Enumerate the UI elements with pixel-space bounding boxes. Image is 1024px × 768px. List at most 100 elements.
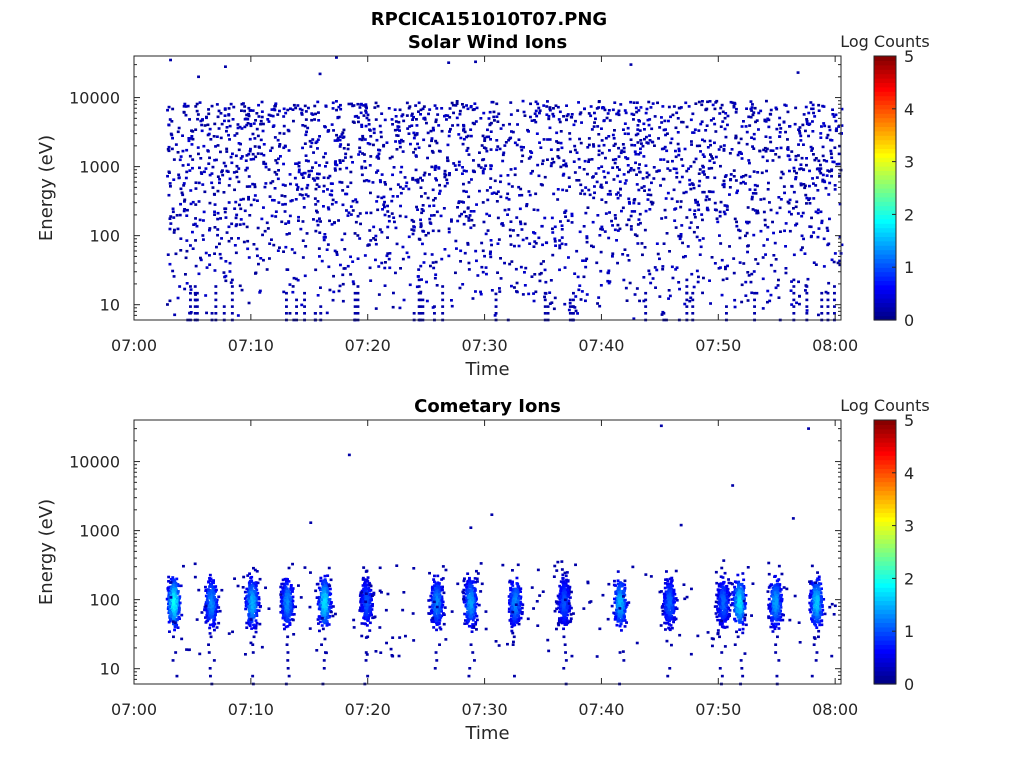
colorbar-segment bbox=[874, 170, 896, 176]
heatmap-cell bbox=[209, 635, 213, 639]
heatmap-cell bbox=[181, 134, 184, 137]
heatmap-cell bbox=[425, 121, 428, 125]
heatmap-cell bbox=[332, 129, 335, 132]
heatmap-cell bbox=[400, 165, 404, 169]
heatmap-cell bbox=[183, 208, 186, 211]
colorbar-segment bbox=[874, 122, 896, 127]
heatmap-cell bbox=[664, 133, 667, 137]
heatmap-cell bbox=[175, 603, 179, 607]
heatmap-cell bbox=[533, 240, 537, 243]
heatmap-cell bbox=[733, 298, 737, 302]
heatmap-cell bbox=[443, 172, 447, 176]
heatmap-cell bbox=[168, 227, 172, 231]
heatmap-cell bbox=[372, 237, 375, 240]
heatmap-cell bbox=[777, 155, 781, 159]
heatmap-cell bbox=[474, 621, 478, 624]
heatmap-cell bbox=[228, 138, 231, 141]
heatmap-cell bbox=[752, 111, 756, 114]
heatmap-cell bbox=[823, 180, 827, 184]
heatmap-cell bbox=[675, 266, 679, 269]
heatmap-cell bbox=[456, 219, 460, 223]
heatmap-cell bbox=[661, 267, 665, 271]
heatmap-cell bbox=[395, 134, 399, 137]
heatmap-cell bbox=[732, 257, 736, 260]
heatmap-cell bbox=[728, 186, 732, 189]
heatmap-cell bbox=[458, 286, 462, 290]
heatmap-cell bbox=[636, 124, 640, 127]
heatmap-cell bbox=[559, 220, 562, 223]
heatmap-cell bbox=[796, 71, 800, 74]
heatmap-cell bbox=[534, 290, 538, 294]
x-tick-label: 07:10 bbox=[228, 336, 274, 355]
heatmap-cell bbox=[620, 149, 624, 152]
heatmap-cell bbox=[345, 166, 349, 170]
heatmap-cell bbox=[613, 228, 617, 232]
heatmap-cell bbox=[252, 599, 256, 602]
heatmap-cell bbox=[794, 106, 798, 110]
heatmap-cell bbox=[611, 158, 615, 162]
heatmap-cell bbox=[812, 197, 816, 200]
heatmap-cell bbox=[209, 601, 213, 605]
colorbar-segment bbox=[874, 117, 896, 123]
heatmap-cell bbox=[496, 242, 500, 245]
heatmap-cell bbox=[815, 176, 819, 179]
heatmap-cell bbox=[437, 167, 441, 170]
heatmap-cell bbox=[374, 234, 378, 238]
heatmap-cell bbox=[804, 105, 808, 109]
heatmap-cell bbox=[764, 253, 767, 256]
heatmap-cell bbox=[714, 155, 718, 159]
heatmap-cell bbox=[270, 108, 274, 111]
heatmap-cell bbox=[252, 626, 256, 630]
heatmap-cell bbox=[190, 135, 194, 138]
heatmap-cell bbox=[312, 151, 315, 154]
heatmap-cell bbox=[432, 588, 435, 592]
heatmap-cell bbox=[685, 291, 689, 295]
heatmap-cell bbox=[504, 141, 508, 144]
heatmap-cell bbox=[224, 207, 228, 210]
heatmap-cell bbox=[363, 160, 367, 163]
heatmap-cell bbox=[629, 100, 633, 104]
heatmap-cell bbox=[799, 134, 803, 138]
heatmap-cell bbox=[189, 312, 192, 315]
heatmap-cell bbox=[210, 580, 214, 583]
heatmap-cell bbox=[369, 612, 373, 615]
heatmap-cell bbox=[515, 143, 519, 147]
heatmap-cell bbox=[247, 581, 251, 585]
heatmap-cell bbox=[372, 225, 376, 229]
heatmap-cell bbox=[196, 113, 200, 116]
colorbar-segment bbox=[874, 205, 896, 211]
heatmap-cell bbox=[740, 157, 744, 160]
heatmap-cell bbox=[489, 164, 493, 167]
heatmap-cell bbox=[543, 305, 547, 308]
heatmap-cell bbox=[559, 165, 563, 169]
heatmap-cell bbox=[760, 171, 764, 175]
heatmap-cell bbox=[253, 581, 256, 585]
heatmap-cell bbox=[833, 305, 836, 308]
heatmap-cell bbox=[251, 593, 254, 597]
heatmap-cell bbox=[779, 230, 782, 233]
heatmap-cell bbox=[212, 591, 216, 595]
heatmap-cell bbox=[174, 252, 178, 256]
heatmap-cell bbox=[356, 116, 360, 119]
heatmap-cell bbox=[439, 627, 443, 631]
heatmap-cell bbox=[247, 596, 251, 600]
heatmap-cell bbox=[691, 291, 695, 295]
heatmap-cell bbox=[304, 245, 308, 248]
heatmap-cell bbox=[685, 216, 689, 219]
heatmap-cell bbox=[246, 594, 250, 598]
heatmap-cell bbox=[495, 192, 499, 195]
heatmap-cell bbox=[519, 145, 523, 149]
heatmap-cell bbox=[405, 251, 409, 255]
heatmap-cell bbox=[431, 604, 435, 607]
heatmap-cell bbox=[719, 266, 722, 269]
heatmap-cell bbox=[467, 216, 471, 220]
heatmap-cell bbox=[197, 152, 200, 156]
heatmap-cell bbox=[272, 199, 276, 202]
heatmap-cell bbox=[360, 603, 364, 607]
heatmap-cell bbox=[798, 294, 801, 298]
heatmap-cell bbox=[196, 146, 200, 149]
heatmap-cell bbox=[398, 214, 402, 218]
heatmap-cell bbox=[506, 192, 510, 196]
heatmap-cell bbox=[487, 117, 491, 120]
heatmap-cell bbox=[766, 300, 769, 304]
